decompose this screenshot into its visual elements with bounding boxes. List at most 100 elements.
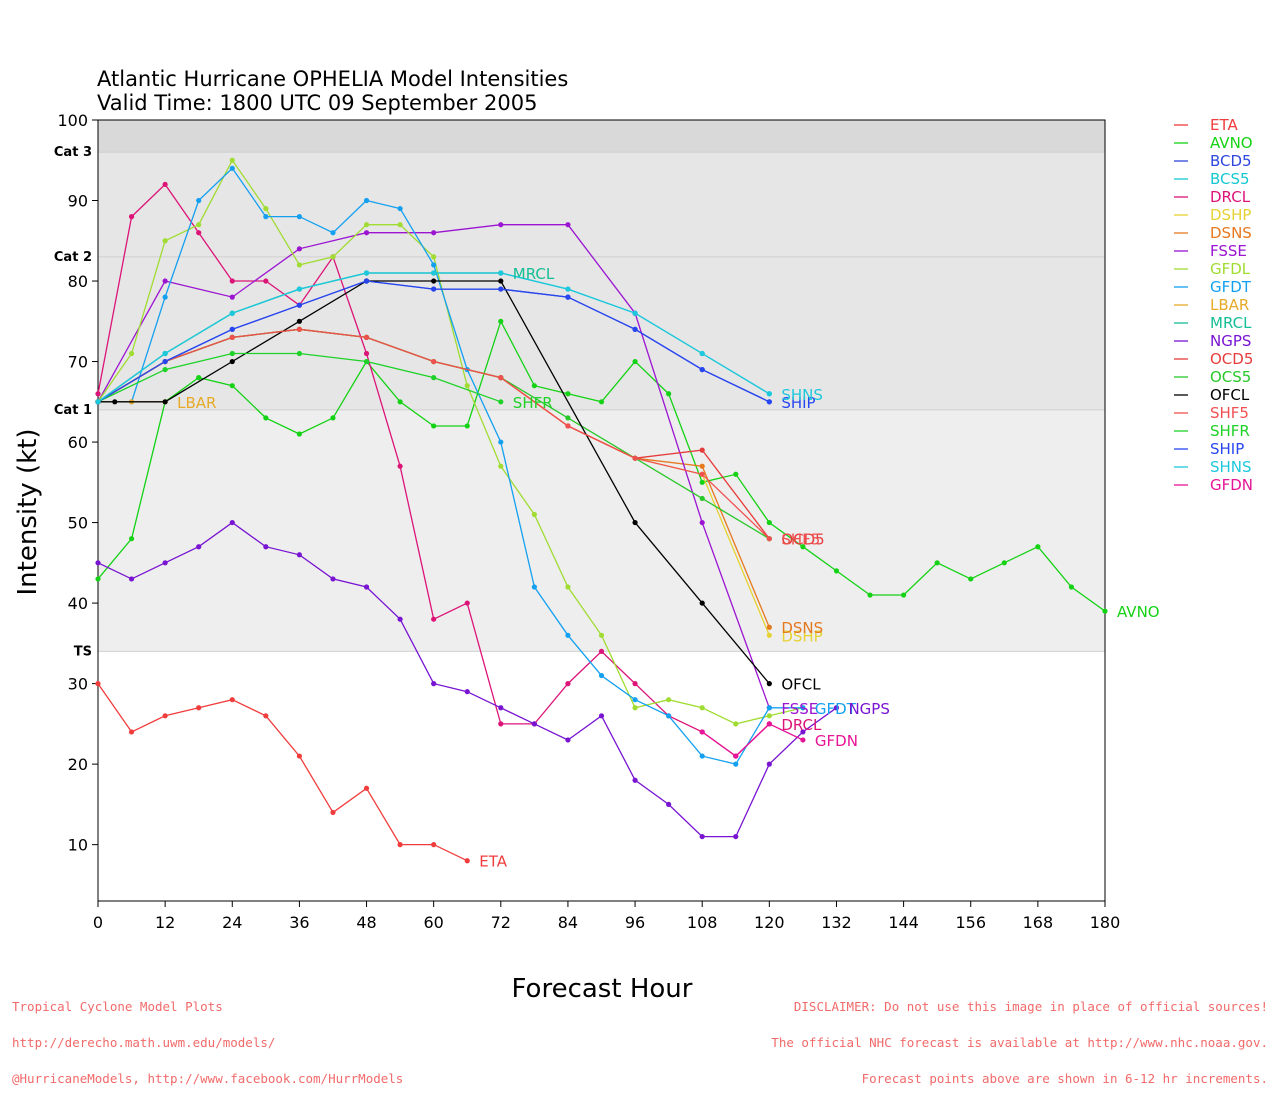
- legend-entry: GFDL: [1210, 260, 1251, 278]
- y-axis-label: Intensity (kt): [13, 429, 43, 596]
- y-tick-label: 40: [68, 594, 88, 613]
- x-tick-label: 12: [155, 913, 175, 932]
- data-point: [464, 600, 470, 606]
- series-end-label: GFDN: [815, 732, 858, 750]
- data-point: [196, 222, 202, 228]
- data-point: [464, 689, 470, 695]
- data-point: [598, 399, 605, 405]
- data-point: [296, 350, 302, 357]
- data-point: [1001, 560, 1007, 566]
- data-point: [296, 326, 302, 332]
- series-line: [701, 723, 804, 757]
- data-point: [229, 165, 235, 171]
- series-end-label: SHIP: [781, 394, 815, 412]
- data-point: [800, 737, 806, 743]
- footer-line: @HurricaneModels, http://www.facebook.co…: [12, 1071, 404, 1086]
- data-point: [363, 334, 370, 340]
- data-point: [330, 415, 336, 421]
- data-point: [565, 423, 571, 429]
- y-axis-ticks: 10 20 30 40 50 60 70 80 90 100: [57, 111, 98, 855]
- legend-entry: SHF5: [1210, 404, 1249, 422]
- x-tick-label: 156: [955, 913, 986, 932]
- data-point: [363, 350, 370, 357]
- data-point: [565, 222, 571, 228]
- x-tick-label: 180: [1090, 913, 1121, 932]
- series-end-label: SHFR: [513, 394, 553, 412]
- data-point: [733, 471, 739, 477]
- data-point: [162, 278, 168, 284]
- data-point: [263, 713, 269, 719]
- data-point: [498, 463, 504, 469]
- y-tick-label: 20: [68, 755, 88, 774]
- data-point: [498, 439, 504, 445]
- data-point: [397, 399, 403, 405]
- data-point: [363, 358, 370, 365]
- plot-border: [97, 119, 1106, 902]
- data-point: [531, 721, 537, 727]
- data-point: [766, 399, 772, 405]
- data-point: [196, 230, 202, 236]
- data-point: [800, 705, 806, 711]
- data-point: [162, 181, 168, 188]
- data-point: [296, 552, 302, 558]
- series-end-label: LBAR: [177, 394, 216, 412]
- series-end-label: ETA: [479, 853, 507, 871]
- data-point: [498, 318, 504, 324]
- data-point: [632, 310, 638, 316]
- data-point: [196, 375, 202, 381]
- legend-entry: DSHP: [1210, 206, 1251, 224]
- data-point: [162, 713, 168, 719]
- series-end-label: DSNS: [781, 619, 823, 637]
- data-point: [699, 729, 705, 735]
- data-point: [666, 697, 672, 703]
- data-point: [766, 713, 772, 719]
- data-point: [263, 544, 269, 550]
- data-point: [498, 375, 504, 381]
- data-point: [95, 560, 101, 566]
- category-label: Cat 1: [54, 403, 92, 418]
- data-point: [296, 318, 302, 324]
- data-point: [1102, 608, 1108, 614]
- data-point: [766, 761, 772, 767]
- data-point: [901, 592, 907, 598]
- data-point: [699, 833, 705, 840]
- data-point: [330, 809, 336, 816]
- category-band: [98, 409, 1105, 652]
- x-tick-label: 144: [888, 913, 919, 932]
- data-point: [766, 705, 772, 711]
- data-point: [296, 262, 302, 268]
- data-point: [397, 616, 403, 622]
- data-point: [296, 431, 302, 437]
- data-point: [95, 681, 101, 687]
- data-point: [229, 350, 235, 357]
- data-point: [162, 294, 168, 300]
- legend-entry: OFCL: [1210, 386, 1250, 404]
- series-end-label: GFDT: [815, 700, 857, 718]
- category-label: Cat 3: [54, 145, 92, 160]
- legend-entry: LBAR: [1210, 296, 1249, 314]
- data-point: [565, 632, 571, 638]
- data-point: [632, 681, 638, 687]
- x-tick-label: 48: [356, 913, 376, 932]
- data-point: [598, 648, 605, 655]
- data-point: [766, 624, 772, 630]
- data-point: [565, 737, 571, 743]
- x-axis-label: Forecast Hour: [512, 974, 693, 1004]
- data-point: [162, 560, 168, 566]
- data-point: [229, 383, 235, 389]
- data-point: [632, 358, 638, 365]
- legend-entry: DRCL: [1210, 188, 1251, 206]
- data-point: [112, 399, 118, 405]
- y-tick-label: 80: [68, 272, 88, 291]
- data-point: [733, 721, 739, 727]
- data-point: [531, 511, 537, 518]
- series-eta: [95, 681, 470, 864]
- data-point: [833, 568, 840, 574]
- data-point: [128, 576, 135, 582]
- legend: ETAAVNOBCD5BCS5DRCLDSHPDSNSFSSEGFDLGFDTL…: [1174, 116, 1253, 494]
- data-point: [498, 286, 504, 292]
- data-point: [464, 383, 470, 389]
- footer-line: http://derecho.math.uwm.edu/models/: [12, 1035, 276, 1050]
- data-point: [162, 358, 168, 365]
- footer-line: Tropical Cyclone Model Plots: [12, 999, 223, 1014]
